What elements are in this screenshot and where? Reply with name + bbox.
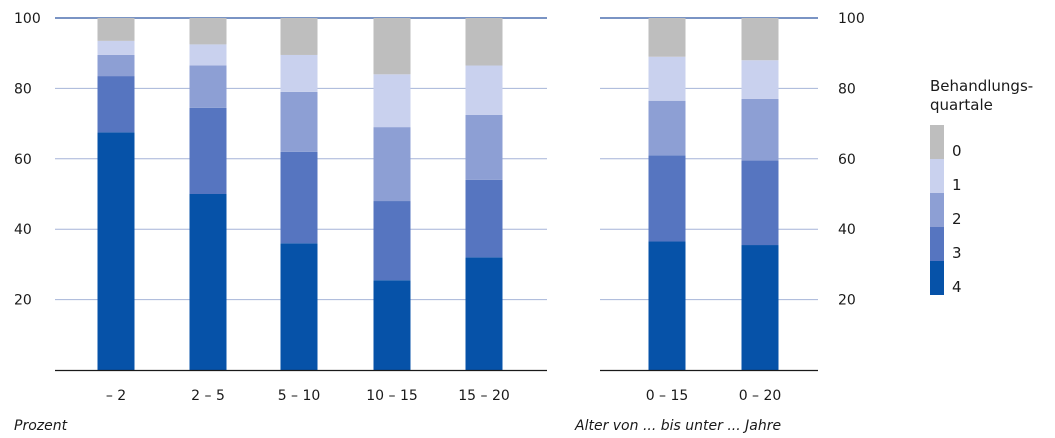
legend-swatch — [930, 227, 944, 261]
bar-segment-0-2-2 — [741, 18, 779, 61]
y-tick-label-left: 80 — [14, 81, 32, 97]
bar-segment-1-1-4 — [373, 74, 411, 128]
x-tick-label: 15 – 20 — [458, 388, 510, 404]
bar-segment-4-1-5 — [465, 257, 503, 370]
bar-segment-4-1-4 — [373, 280, 411, 370]
bar-segment-0-1-5 — [465, 18, 503, 66]
x-tick-label: – 2 — [106, 388, 126, 404]
bar-segment-2-2-2 — [741, 98, 779, 161]
bar-segment-3-1-5 — [465, 179, 503, 258]
bar-segment-0-2-1 — [648, 18, 686, 57]
y-tick-label-left: 60 — [14, 152, 32, 168]
y-tick-label-right: 80 — [838, 81, 856, 97]
x-tick-label: 5 – 10 — [278, 388, 321, 404]
legend-swatch — [930, 261, 944, 295]
bar-segment-3-1-3 — [280, 151, 318, 244]
bar-segment-4-1-3 — [280, 243, 318, 370]
y-axis-label: Prozent — [14, 418, 68, 434]
bar-segment-3-1-2 — [189, 107, 227, 194]
bar-segment-1-1-3 — [280, 54, 318, 92]
bar-segment-4-1-2 — [189, 194, 227, 370]
legend-item: 1 — [930, 159, 1050, 194]
bar-segment-4-2-2 — [741, 245, 779, 370]
bar-segment-2-2-1 — [648, 100, 686, 156]
x-tick-label: 2 – 5 — [191, 388, 225, 404]
x-axis-label: Alter von ... bis unter ... Jahre — [575, 418, 782, 434]
bar-segment-0-1-4 — [373, 18, 411, 75]
legend-item: 4 — [930, 261, 1050, 296]
legend-label: 2 — [952, 210, 962, 228]
bar-segment-2-1-5 — [465, 114, 503, 180]
legend-title: Behandlungs- quartale — [930, 77, 1034, 114]
legend-item: 2 — [930, 193, 1050, 228]
bar-segment-3-1-1 — [97, 76, 135, 133]
legend-swatch — [930, 125, 944, 159]
y-tick-label-right: 40 — [838, 222, 856, 238]
y-tick-label-left: 40 — [14, 222, 32, 238]
legend-label: 3 — [952, 244, 962, 262]
legend-item: 3 — [930, 227, 1050, 262]
bar-segment-4-2-1 — [648, 241, 686, 370]
bar-segment-3-1-4 — [373, 201, 411, 281]
bar-segment-0-1-2 — [189, 18, 227, 45]
x-tick-label: 0 – 15 — [646, 388, 689, 404]
bar-segment-1-1-1 — [97, 40, 135, 55]
bar-segment-1-1-2 — [189, 44, 227, 66]
bar-segment-1-2-2 — [741, 60, 779, 99]
y-tick-label-right: 20 — [838, 293, 856, 309]
bar-segment-1-2-1 — [648, 56, 686, 101]
bar-segment-1-1-5 — [465, 65, 503, 115]
legend-label: 4 — [952, 278, 962, 296]
bar-segment-2-1-3 — [280, 91, 318, 152]
legend-swatch — [930, 159, 944, 193]
bar-segment-2-1-2 — [189, 65, 227, 108]
legend-label: 0 — [952, 142, 962, 160]
y-tick-label-left: 100 — [14, 11, 41, 27]
legend: Behandlungs- quartale 0 1 2 3 4 — [930, 77, 1050, 296]
bar-segment-0-1-3 — [280, 18, 318, 55]
y-tick-label-right: 60 — [838, 152, 856, 168]
bar-segment-3-2-2 — [741, 160, 779, 246]
bar-segment-2-1-1 — [97, 54, 135, 77]
legend-items: 0 1 2 3 4 — [930, 125, 1050, 296]
bar-segment-0-1-1 — [97, 18, 135, 41]
bar-segment-3-2-1 — [648, 155, 686, 242]
legend-item: 0 — [930, 125, 1050, 160]
y-tick-label-left: 20 — [14, 293, 32, 309]
x-tick-label: 10 – 15 — [366, 388, 418, 404]
x-tick-label: 0 – 20 — [739, 388, 782, 404]
y-tick-label-right: 100 — [838, 11, 865, 27]
legend-label: 1 — [952, 176, 962, 194]
bar-segment-4-1-1 — [97, 132, 135, 370]
legend-swatch — [930, 193, 944, 227]
bar-segment-2-1-4 — [373, 127, 411, 202]
